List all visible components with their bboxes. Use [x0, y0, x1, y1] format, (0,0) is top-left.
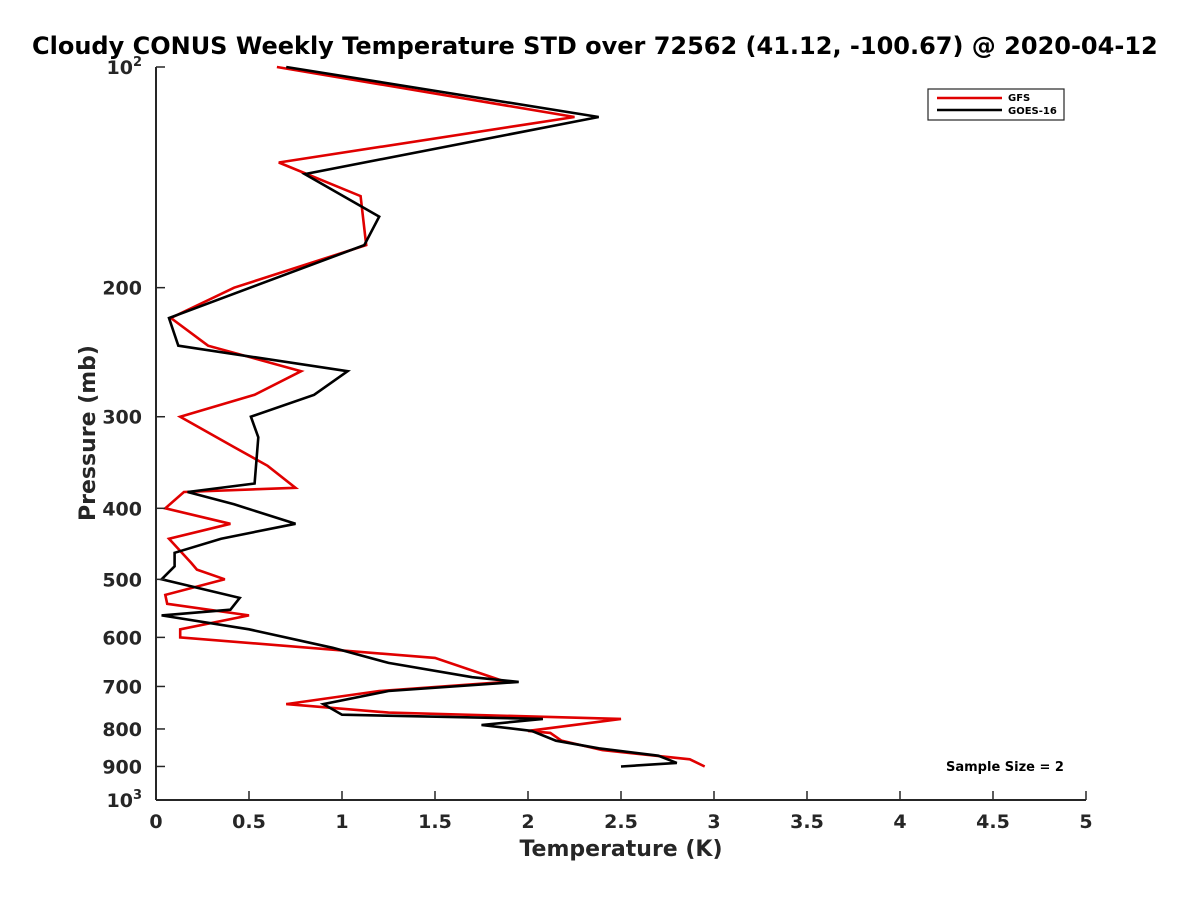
y-tick-label: 900 — [102, 756, 142, 778]
y-tick-label: 500 — [102, 569, 142, 591]
x-tick-label: 3.5 — [790, 811, 824, 833]
y-tick-label: 400 — [102, 498, 142, 520]
legend-box — [927, 88, 1065, 121]
x-tick-label: 4.5 — [976, 811, 1010, 833]
legend-label-goes-16: GOES-16 — [1008, 106, 1057, 117]
y-tick-label: 800 — [102, 719, 142, 741]
legend-label-gfs: GFS — [1008, 93, 1030, 104]
series-line-goes-16 — [159, 65, 678, 768]
y-tick-label: 200 — [102, 278, 142, 300]
y-tick-label: 103 — [107, 788, 143, 812]
y-tick-label: 600 — [102, 627, 142, 649]
x-tick-label: 1 — [335, 811, 348, 833]
legend: GFS GOES-16 — [927, 88, 1065, 121]
y-axis-label: Pressure (mb) — [76, 345, 101, 521]
y-tick-label: 102 — [107, 55, 143, 79]
series-line-gfs — [162, 65, 706, 768]
chart-title: Cloudy CONUS Weekly Temperature STD over… — [32, 32, 1158, 60]
y-tick-label: 700 — [102, 676, 142, 698]
x-tick-label: 3 — [707, 811, 720, 833]
x-tick-label: 1.5 — [418, 811, 452, 833]
x-tick-label: 2.5 — [604, 811, 638, 833]
y-tick-label: 300 — [102, 407, 142, 429]
x-tick-label: 0 — [149, 811, 162, 833]
x-tick-label: 2 — [521, 811, 534, 833]
x-tick-label: 4 — [893, 811, 906, 833]
x-tick-label: 5 — [1079, 811, 1092, 833]
sample-size-annotation: Sample Size = 2 — [946, 760, 1064, 775]
axes-layer — [155, 67, 1086, 801]
series-layer — [159, 65, 706, 768]
x-axis-label: Temperature (K) — [519, 837, 722, 862]
x-tick-label: 0.5 — [232, 811, 266, 833]
ticks-layer: 0 0.5 1 1.5 2 2.5 3 3.5 4 4.5 5 102 200 300 400 500 600 7… — [102, 55, 1092, 833]
